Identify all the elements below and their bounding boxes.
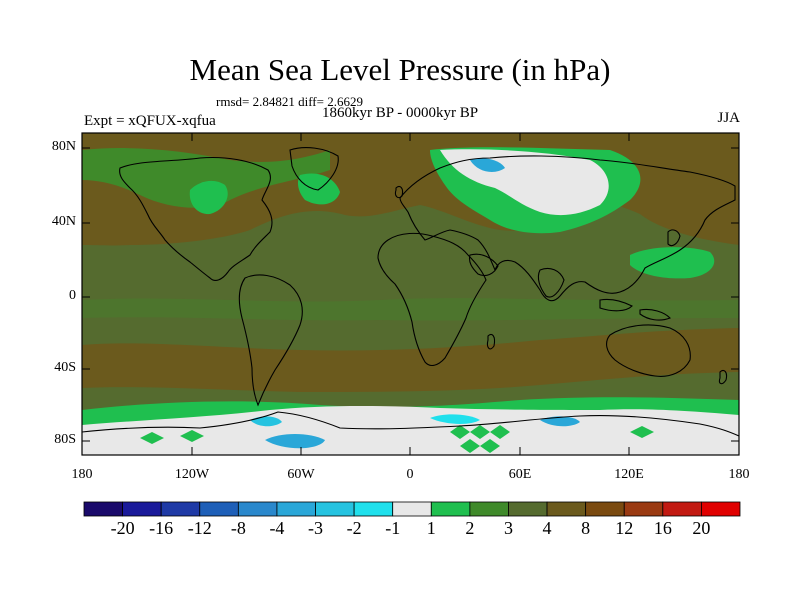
- colorbar-tick-label: -20: [110, 518, 135, 538]
- colorbar-tick-label: 1: [426, 518, 436, 538]
- field-antarctic-patches: [140, 425, 654, 453]
- field-antarctic-low-4: [540, 416, 580, 427]
- field-eurasia-negative: [470, 158, 505, 172]
- colorbar-swatch: [160, 501, 201, 517]
- lat-label-80s: 80S: [54, 432, 76, 447]
- field-tropics: [82, 298, 739, 321]
- lat-label-80n: 80N: [51, 139, 76, 154]
- colorbar-tick-label: -8: [230, 518, 246, 538]
- lon-label-60e: 60E: [508, 467, 532, 482]
- lon-label-120e: 120E: [614, 467, 644, 482]
- stats-text: rmsd= 2.84821 diff= 2.6629: [216, 94, 363, 109]
- field-pacific-patch: [630, 247, 715, 279]
- map-title: Mean Sea Level Pressure (in hPa): [189, 52, 611, 87]
- colorbar-tick-label: -4: [269, 518, 285, 538]
- colorbar-tick-label: -16: [149, 518, 174, 538]
- colorbar-swatch: [546, 501, 587, 517]
- colorbar-tick-label: 2: [465, 518, 475, 538]
- colorbar-swatch: [122, 501, 162, 517]
- lon-ticks: [81, 133, 740, 455]
- colorbar-tick-label: -2: [346, 518, 362, 538]
- colorbar-tick-label: 4: [542, 518, 552, 538]
- field-antarctica: [82, 405, 739, 455]
- colorbar-tick-label: 3: [503, 518, 513, 538]
- colorbar-swatch: [662, 501, 702, 517]
- colorbar-swatch: [237, 501, 278, 517]
- colorbar-swatch: [83, 501, 123, 517]
- colorbar-tick-label: 8: [581, 518, 591, 538]
- lat-label-40s: 40S: [54, 360, 76, 375]
- field-north-america-patch: [189, 180, 228, 215]
- colorbar-tick-label: 16: [653, 518, 672, 538]
- pressure-field: [82, 133, 739, 455]
- field-antarctic-low-3: [430, 414, 480, 424]
- colorbar-swatch: [315, 501, 355, 517]
- lat-label-40n: 40N: [51, 214, 76, 229]
- colorbar-tick-label: -1: [385, 518, 401, 538]
- lon-label-120w: 120W: [174, 467, 210, 482]
- field-antarctic-low-2: [250, 416, 282, 427]
- colorbar-tick-label: 12: [615, 518, 634, 538]
- lon-label-0: 0: [406, 467, 414, 482]
- colorbar-tick-label: -12: [187, 518, 212, 538]
- colorbar-swatch: [276, 501, 316, 517]
- colorbar-swatch: [469, 501, 509, 517]
- lon-label-180w: 180: [71, 467, 93, 482]
- colorbar-swatch: [199, 501, 239, 517]
- field-south-high: [82, 328, 739, 392]
- colorbar-swatch: [508, 501, 548, 517]
- colorbar-tick-label: 20: [692, 518, 711, 538]
- experiment-text: Expt = xQFUX-xqfua: [84, 113, 216, 129]
- colorbar-swatch: [353, 501, 394, 517]
- colorbar-swatch: [701, 501, 741, 517]
- colorbar: [83, 501, 741, 517]
- field-antarctic-low-1: [265, 434, 325, 449]
- season-label: JJA: [717, 110, 740, 126]
- lon-label-180e: 180: [728, 467, 750, 482]
- lat-label-0: 0: [69, 288, 76, 303]
- period-text: 1860kyr BP - 0000kyr BP: [322, 105, 479, 121]
- colorbar-swatch: [392, 501, 432, 517]
- colorbar-swatch: [623, 501, 664, 517]
- coastlines: [82, 147, 739, 437]
- colorbar-swatch: [430, 501, 471, 517]
- lat-ticks: [82, 147, 739, 442]
- lon-label-60w: 60W: [287, 467, 315, 482]
- colorbar-swatch: [585, 501, 625, 517]
- colorbar-tick-label: -3: [308, 518, 324, 538]
